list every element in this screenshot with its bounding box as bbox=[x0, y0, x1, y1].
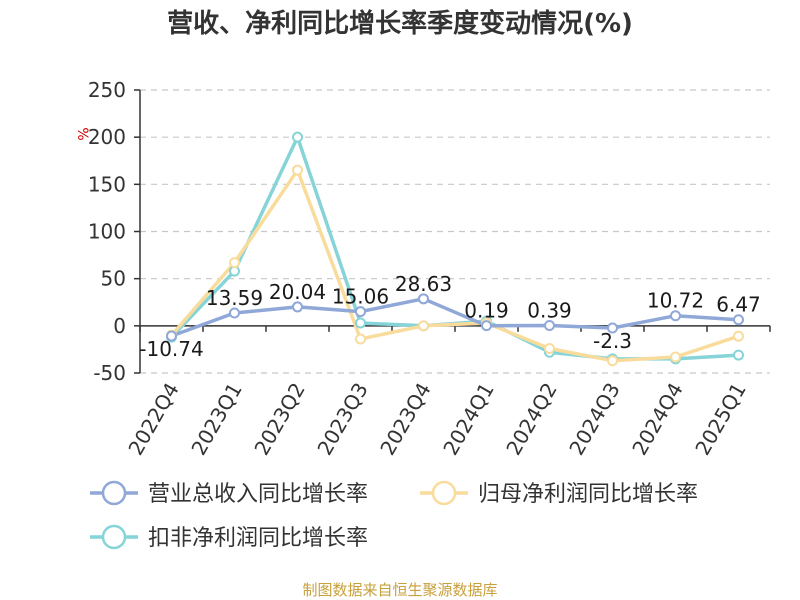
data-label: 10.72 bbox=[647, 289, 704, 313]
data-label: 6.47 bbox=[716, 293, 761, 317]
series-line bbox=[170, 168, 740, 363]
x-tick-label: 2023Q4 bbox=[375, 379, 435, 460]
series-lines bbox=[170, 135, 740, 363]
legend-item[interactable]: 归母净利润同比增长率 bbox=[420, 480, 698, 507]
y-tick-label: 250 bbox=[88, 78, 126, 102]
legend-swatch-marker bbox=[431, 480, 457, 506]
series-line bbox=[170, 297, 739, 338]
y-tick-label: 100 bbox=[88, 220, 126, 244]
data-point bbox=[229, 257, 240, 269]
data-point bbox=[670, 351, 681, 363]
x-tick-label: 2023Q1 bbox=[186, 379, 246, 460]
data-label: 0.19 bbox=[464, 299, 509, 323]
legend-item[interactable]: 营业总收入同比增长率 bbox=[90, 480, 368, 507]
data-point bbox=[166, 330, 177, 342]
gridlines bbox=[140, 89, 770, 374]
data-label: 13.59 bbox=[206, 286, 263, 310]
data-point bbox=[355, 306, 366, 318]
data-label: 20.04 bbox=[269, 280, 326, 304]
data-point bbox=[418, 293, 429, 305]
data-point bbox=[229, 307, 240, 319]
data-label: 28.63 bbox=[395, 272, 452, 296]
y-tick-label: 50 bbox=[101, 267, 126, 291]
data-label: -10.74 bbox=[139, 337, 203, 361]
x-axis: 2022Q4 2023Q1 2023Q2 2023Q3 2023Q4 2024Q1 2024… bbox=[123, 325, 771, 460]
y-axis: -50 0 50 100 150 200 250 bbox=[88, 78, 141, 385]
y-axis-unit: % bbox=[74, 127, 90, 140]
data-point bbox=[355, 317, 366, 329]
legend-label: 扣非净利润同比增长率 bbox=[148, 526, 368, 551]
x-tick-label: 2023Q3 bbox=[312, 379, 372, 460]
source-note: 制图数据来自恒生聚源数据库 bbox=[302, 581, 497, 599]
y-tick-label: 0 bbox=[113, 314, 126, 338]
x-tick-label: 2024Q1 bbox=[438, 379, 498, 460]
data-point bbox=[607, 322, 618, 334]
data-label: -2.3 bbox=[593, 329, 632, 353]
chart-title: 营收、净利同比增长率季度变动情况(%) bbox=[167, 8, 633, 39]
data-point bbox=[292, 301, 303, 313]
x-tick-label: 2024Q4 bbox=[627, 379, 687, 460]
data-point bbox=[544, 342, 555, 354]
y-tick-label: 200 bbox=[88, 125, 126, 149]
x-tick-label: 2023Q2 bbox=[249, 379, 309, 460]
data-label: 0.39 bbox=[527, 298, 572, 322]
x-tick-label: 2024Q2 bbox=[501, 379, 561, 460]
data-point bbox=[418, 320, 429, 332]
legend-label: 归母净利润同比增长率 bbox=[478, 482, 698, 507]
series-points bbox=[166, 131, 744, 367]
x-tick-label: 2024Q3 bbox=[564, 379, 624, 460]
data-label: 15.06 bbox=[332, 285, 389, 309]
data-point bbox=[733, 349, 744, 361]
data-point bbox=[481, 320, 492, 332]
data-point bbox=[292, 164, 303, 176]
data-point bbox=[733, 330, 744, 342]
legend-label: 营业总收入同比增长率 bbox=[148, 482, 368, 507]
data-point bbox=[607, 355, 618, 367]
y-tick-label: 150 bbox=[88, 172, 126, 196]
x-tick-label: 2022Q4 bbox=[123, 379, 183, 460]
data-point bbox=[670, 310, 681, 322]
legend-swatch-marker bbox=[101, 524, 127, 550]
data-point bbox=[292, 131, 303, 143]
y-tick-label: -50 bbox=[93, 361, 126, 385]
data-point bbox=[355, 333, 366, 345]
data-point bbox=[733, 314, 744, 326]
legend-swatch-marker bbox=[101, 480, 127, 506]
x-tick-label: 2025Q1 bbox=[690, 379, 750, 460]
data-point bbox=[544, 319, 555, 331]
legend-item[interactable]: 扣非净利润同比增长率 bbox=[90, 524, 368, 551]
